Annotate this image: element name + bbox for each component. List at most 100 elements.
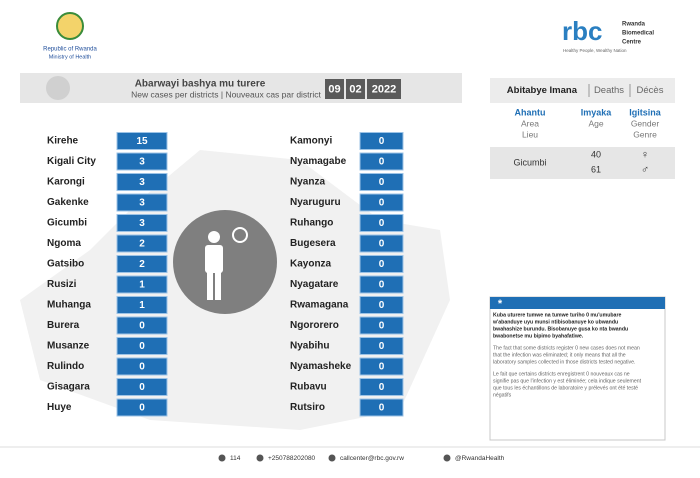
footer-item: callcenter@rbc.gov.rw bbox=[340, 455, 404, 462]
note-line: that the infection was eliminated; it on… bbox=[493, 352, 626, 358]
rbc-name: Rwanda bbox=[622, 22, 646, 28]
virus-icon bbox=[46, 76, 70, 100]
case-box bbox=[116, 337, 168, 355]
case-box bbox=[359, 152, 404, 171]
death-age: 40 bbox=[591, 149, 601, 159]
district-name: Gisagara bbox=[47, 382, 90, 393]
footer-item: @RwandaHealth bbox=[455, 455, 505, 462]
case-count: 0 bbox=[139, 382, 145, 393]
case-count: 0 bbox=[379, 300, 385, 311]
case-box bbox=[116, 398, 168, 417]
district-name: Gicumbi bbox=[47, 218, 87, 229]
case-count: 15 bbox=[136, 136, 148, 147]
case-count: 0 bbox=[379, 280, 385, 291]
ministry: Ministry of Health bbox=[49, 54, 92, 60]
note-line: w'abanduye uyu munsi ntibisobanuye ko ub… bbox=[492, 319, 618, 325]
case-box bbox=[116, 296, 168, 314]
case-box bbox=[116, 275, 168, 294]
country: Republic of Rwanda bbox=[43, 47, 97, 53]
footer-icon bbox=[256, 454, 264, 462]
column-sub: Area bbox=[521, 118, 539, 128]
district-name: Nyabihu bbox=[290, 341, 329, 352]
case-box bbox=[116, 193, 168, 212]
icon-circle bbox=[173, 210, 277, 314]
case-box bbox=[359, 337, 404, 355]
district-name: Burera bbox=[47, 320, 80, 331]
case-count: 0 bbox=[379, 341, 385, 352]
case-count: 0 bbox=[379, 177, 385, 188]
rwanda-emblem bbox=[56, 12, 84, 40]
district-name: Rwamagana bbox=[290, 300, 349, 311]
case-count: 0 bbox=[379, 218, 385, 229]
district-name: Kamonyi bbox=[290, 136, 332, 147]
note-line: Le fait que certains districts enregistr… bbox=[493, 371, 630, 377]
district-name: Rulindo bbox=[47, 361, 84, 372]
district-name: Ngoma bbox=[47, 238, 81, 249]
district-name: Gatsibo bbox=[47, 259, 84, 270]
district-name: Rusizi bbox=[47, 279, 77, 290]
note-header bbox=[490, 297, 665, 309]
date-box bbox=[367, 79, 401, 99]
date-box bbox=[325, 79, 344, 99]
case-count: 0 bbox=[379, 362, 385, 373]
district-name: Muhanga bbox=[47, 300, 91, 311]
case-count: 0 bbox=[379, 239, 385, 250]
district-name: Rubavu bbox=[290, 382, 327, 393]
person-icon bbox=[205, 227, 248, 300]
footer-item: +250788202080 bbox=[268, 455, 316, 462]
case-box bbox=[359, 296, 404, 314]
case-box bbox=[116, 378, 168, 396]
deaths-header bbox=[490, 78, 675, 103]
footer-icon bbox=[328, 454, 336, 462]
case-box bbox=[116, 255, 168, 273]
note-box bbox=[489, 296, 666, 441]
column-sub: Lieu bbox=[522, 129, 538, 139]
case-count: 3 bbox=[139, 218, 145, 229]
district-name: Nyamagabe bbox=[290, 156, 347, 167]
case-box bbox=[116, 173, 168, 191]
death-district: Gicumbi bbox=[513, 157, 546, 167]
death-gender: ♀ bbox=[641, 149, 649, 161]
district-name: Gakenke bbox=[47, 197, 89, 208]
case-box bbox=[359, 398, 404, 417]
district-name: Rutsiro bbox=[290, 402, 325, 413]
case-box bbox=[116, 234, 168, 253]
district-name: Karongi bbox=[47, 177, 85, 188]
case-count: 0 bbox=[379, 403, 385, 414]
case-count: 0 bbox=[379, 136, 385, 147]
district-name: Ngororero bbox=[290, 320, 339, 331]
district-name: Ruhango bbox=[290, 218, 333, 229]
footer-icon bbox=[218, 454, 226, 462]
note-line: The fact that some districts register 0 … bbox=[493, 345, 640, 351]
case-box bbox=[116, 357, 168, 376]
note-line: bwabonetse mu bipimo byahafatiwe. bbox=[493, 333, 584, 339]
case-box bbox=[359, 234, 404, 253]
rbc-logo: rbc bbox=[562, 16, 602, 46]
case-box bbox=[359, 316, 404, 335]
column-head: Imyaka bbox=[581, 107, 613, 117]
case-count: 0 bbox=[139, 362, 145, 373]
district-name: Nyagatare bbox=[290, 279, 339, 290]
case-count: 0 bbox=[379, 382, 385, 393]
column-head: Igitsina bbox=[629, 107, 661, 117]
case-box bbox=[359, 378, 404, 396]
district-name: Nyaruguru bbox=[290, 197, 341, 208]
deaths-title: Abitabye Imana bbox=[507, 85, 578, 96]
note-line: bwahashize burundu. Bisobanuye gusa ko n… bbox=[493, 326, 628, 332]
date-box bbox=[346, 79, 365, 99]
deaths-title: Décès bbox=[637, 85, 664, 96]
case-count: 3 bbox=[139, 157, 145, 168]
date: 09 bbox=[328, 83, 340, 95]
district-name: Bugesera bbox=[290, 238, 336, 249]
case-box bbox=[359, 214, 404, 232]
column-sub: Age bbox=[588, 118, 603, 128]
note-line: négatifs bbox=[493, 392, 512, 398]
case-count: 0 bbox=[379, 157, 385, 168]
note-line: que tous les échantillons de laboratoire… bbox=[493, 385, 638, 391]
deaths-title: Deaths bbox=[594, 85, 624, 96]
case-box bbox=[359, 193, 404, 212]
note-mark: * bbox=[498, 298, 503, 310]
case-count: 3 bbox=[139, 177, 145, 188]
column-sub: Gender bbox=[631, 118, 660, 128]
